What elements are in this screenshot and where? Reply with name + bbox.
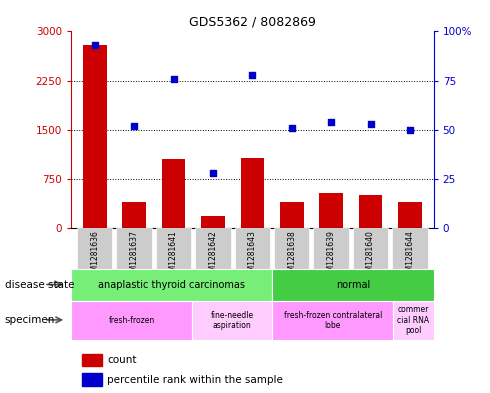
- Point: [130, 123, 138, 129]
- Bar: [116, 228, 152, 269]
- Text: fresh-frozen contralateral
lobe: fresh-frozen contralateral lobe: [284, 310, 382, 330]
- Text: GSM1281638: GSM1281638: [287, 230, 296, 281]
- Text: GSM1281643: GSM1281643: [248, 230, 257, 281]
- Text: GSM1281642: GSM1281642: [208, 230, 218, 281]
- Point: [170, 75, 177, 82]
- Bar: [195, 228, 231, 269]
- Bar: [201, 217, 225, 228]
- Point: [406, 127, 414, 133]
- Bar: [274, 228, 310, 269]
- Point: [327, 119, 335, 125]
- Bar: [241, 158, 264, 228]
- Point: [91, 42, 98, 48]
- Bar: [156, 228, 191, 269]
- Text: GSM1281641: GSM1281641: [169, 230, 178, 281]
- Text: GSM1281637: GSM1281637: [130, 230, 139, 281]
- Bar: [192, 301, 272, 340]
- Bar: [393, 301, 434, 340]
- Text: anaplastic thyroid carcinomas: anaplastic thyroid carcinomas: [98, 280, 245, 290]
- Text: percentile rank within the sample: percentile rank within the sample: [107, 375, 283, 385]
- Text: commer
cial RNA
pool: commer cial RNA pool: [397, 305, 430, 335]
- Bar: [71, 269, 272, 301]
- Text: normal: normal: [336, 280, 370, 290]
- Bar: [162, 159, 185, 228]
- Bar: [77, 228, 112, 269]
- Text: fresh-frozen: fresh-frozen: [108, 316, 155, 325]
- Bar: [71, 301, 192, 340]
- Point: [367, 121, 374, 127]
- Bar: [398, 202, 422, 228]
- Bar: [314, 228, 349, 269]
- Point: [248, 72, 256, 78]
- Bar: [122, 202, 146, 228]
- Bar: [319, 193, 343, 228]
- Bar: [235, 228, 270, 269]
- Title: GDS5362 / 8082869: GDS5362 / 8082869: [189, 16, 316, 29]
- Bar: [280, 202, 304, 228]
- Text: GSM1281644: GSM1281644: [406, 230, 415, 281]
- Text: GSM1281640: GSM1281640: [366, 230, 375, 281]
- Bar: [82, 373, 102, 386]
- Bar: [272, 269, 434, 301]
- Text: GSM1281636: GSM1281636: [90, 230, 99, 281]
- Text: GSM1281639: GSM1281639: [327, 230, 336, 281]
- Bar: [392, 228, 428, 269]
- Text: count: count: [107, 355, 137, 365]
- Point: [209, 170, 217, 176]
- Text: fine-needle
aspiration: fine-needle aspiration: [211, 310, 254, 330]
- Bar: [272, 301, 393, 340]
- Text: disease state: disease state: [5, 280, 74, 290]
- Bar: [82, 354, 102, 366]
- Text: specimen: specimen: [5, 315, 55, 325]
- Point: [288, 125, 295, 131]
- Bar: [353, 228, 388, 269]
- Bar: [83, 44, 106, 228]
- Bar: [359, 195, 382, 228]
